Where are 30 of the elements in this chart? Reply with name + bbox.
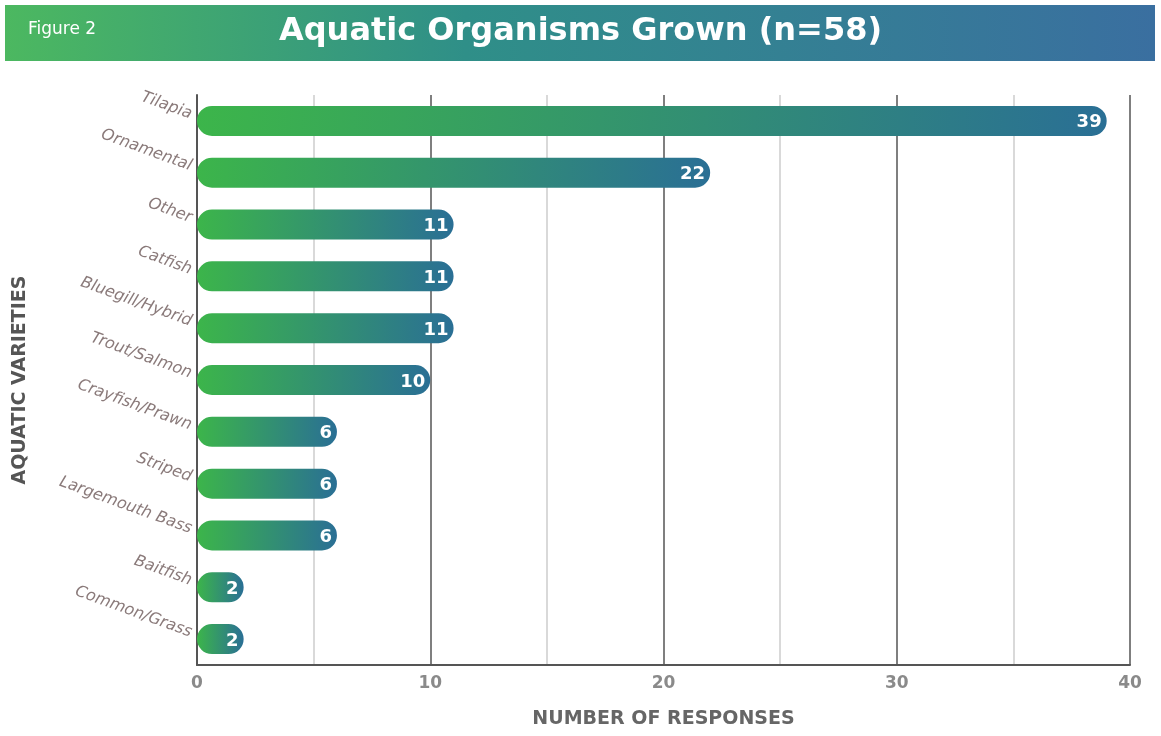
x-tick-label: 40 bbox=[1118, 671, 1142, 692]
data-label: 6 bbox=[319, 524, 332, 546]
data-label: 2 bbox=[226, 576, 239, 598]
x-tick-label: 0 bbox=[191, 671, 204, 692]
data-label: 6 bbox=[319, 421, 332, 443]
data-label: 11 bbox=[423, 265, 449, 287]
data-label: 22 bbox=[680, 162, 706, 184]
bar bbox=[197, 261, 454, 292]
bar bbox=[197, 313, 454, 344]
y-tick-label: Other bbox=[145, 192, 197, 227]
bar bbox=[197, 468, 337, 499]
data-label: 39 bbox=[1076, 110, 1102, 132]
chart-title: Aquatic Organisms Grown (n=58) bbox=[278, 10, 883, 48]
bar bbox=[197, 520, 337, 551]
bar bbox=[197, 416, 337, 447]
data-label: 11 bbox=[423, 214, 449, 236]
caption: Figure 2 bbox=[28, 18, 97, 38]
x-tick-label: 10 bbox=[418, 671, 443, 692]
x-tick-label: 30 bbox=[884, 671, 909, 692]
data-label: 6 bbox=[319, 473, 332, 495]
y-axis-title: AQUATIC VARIETIES bbox=[6, 275, 29, 485]
data-label: 11 bbox=[423, 317, 449, 339]
x-tick-label: 20 bbox=[651, 671, 676, 692]
bar bbox=[197, 209, 454, 240]
data-label: 10 bbox=[400, 369, 426, 391]
x-axis-title: NUMBER OF RESPONSES bbox=[532, 705, 795, 728]
bar bbox=[197, 105, 1107, 136]
bar bbox=[197, 365, 431, 395]
bar bbox=[197, 157, 711, 188]
data-label: 2 bbox=[226, 628, 239, 650]
